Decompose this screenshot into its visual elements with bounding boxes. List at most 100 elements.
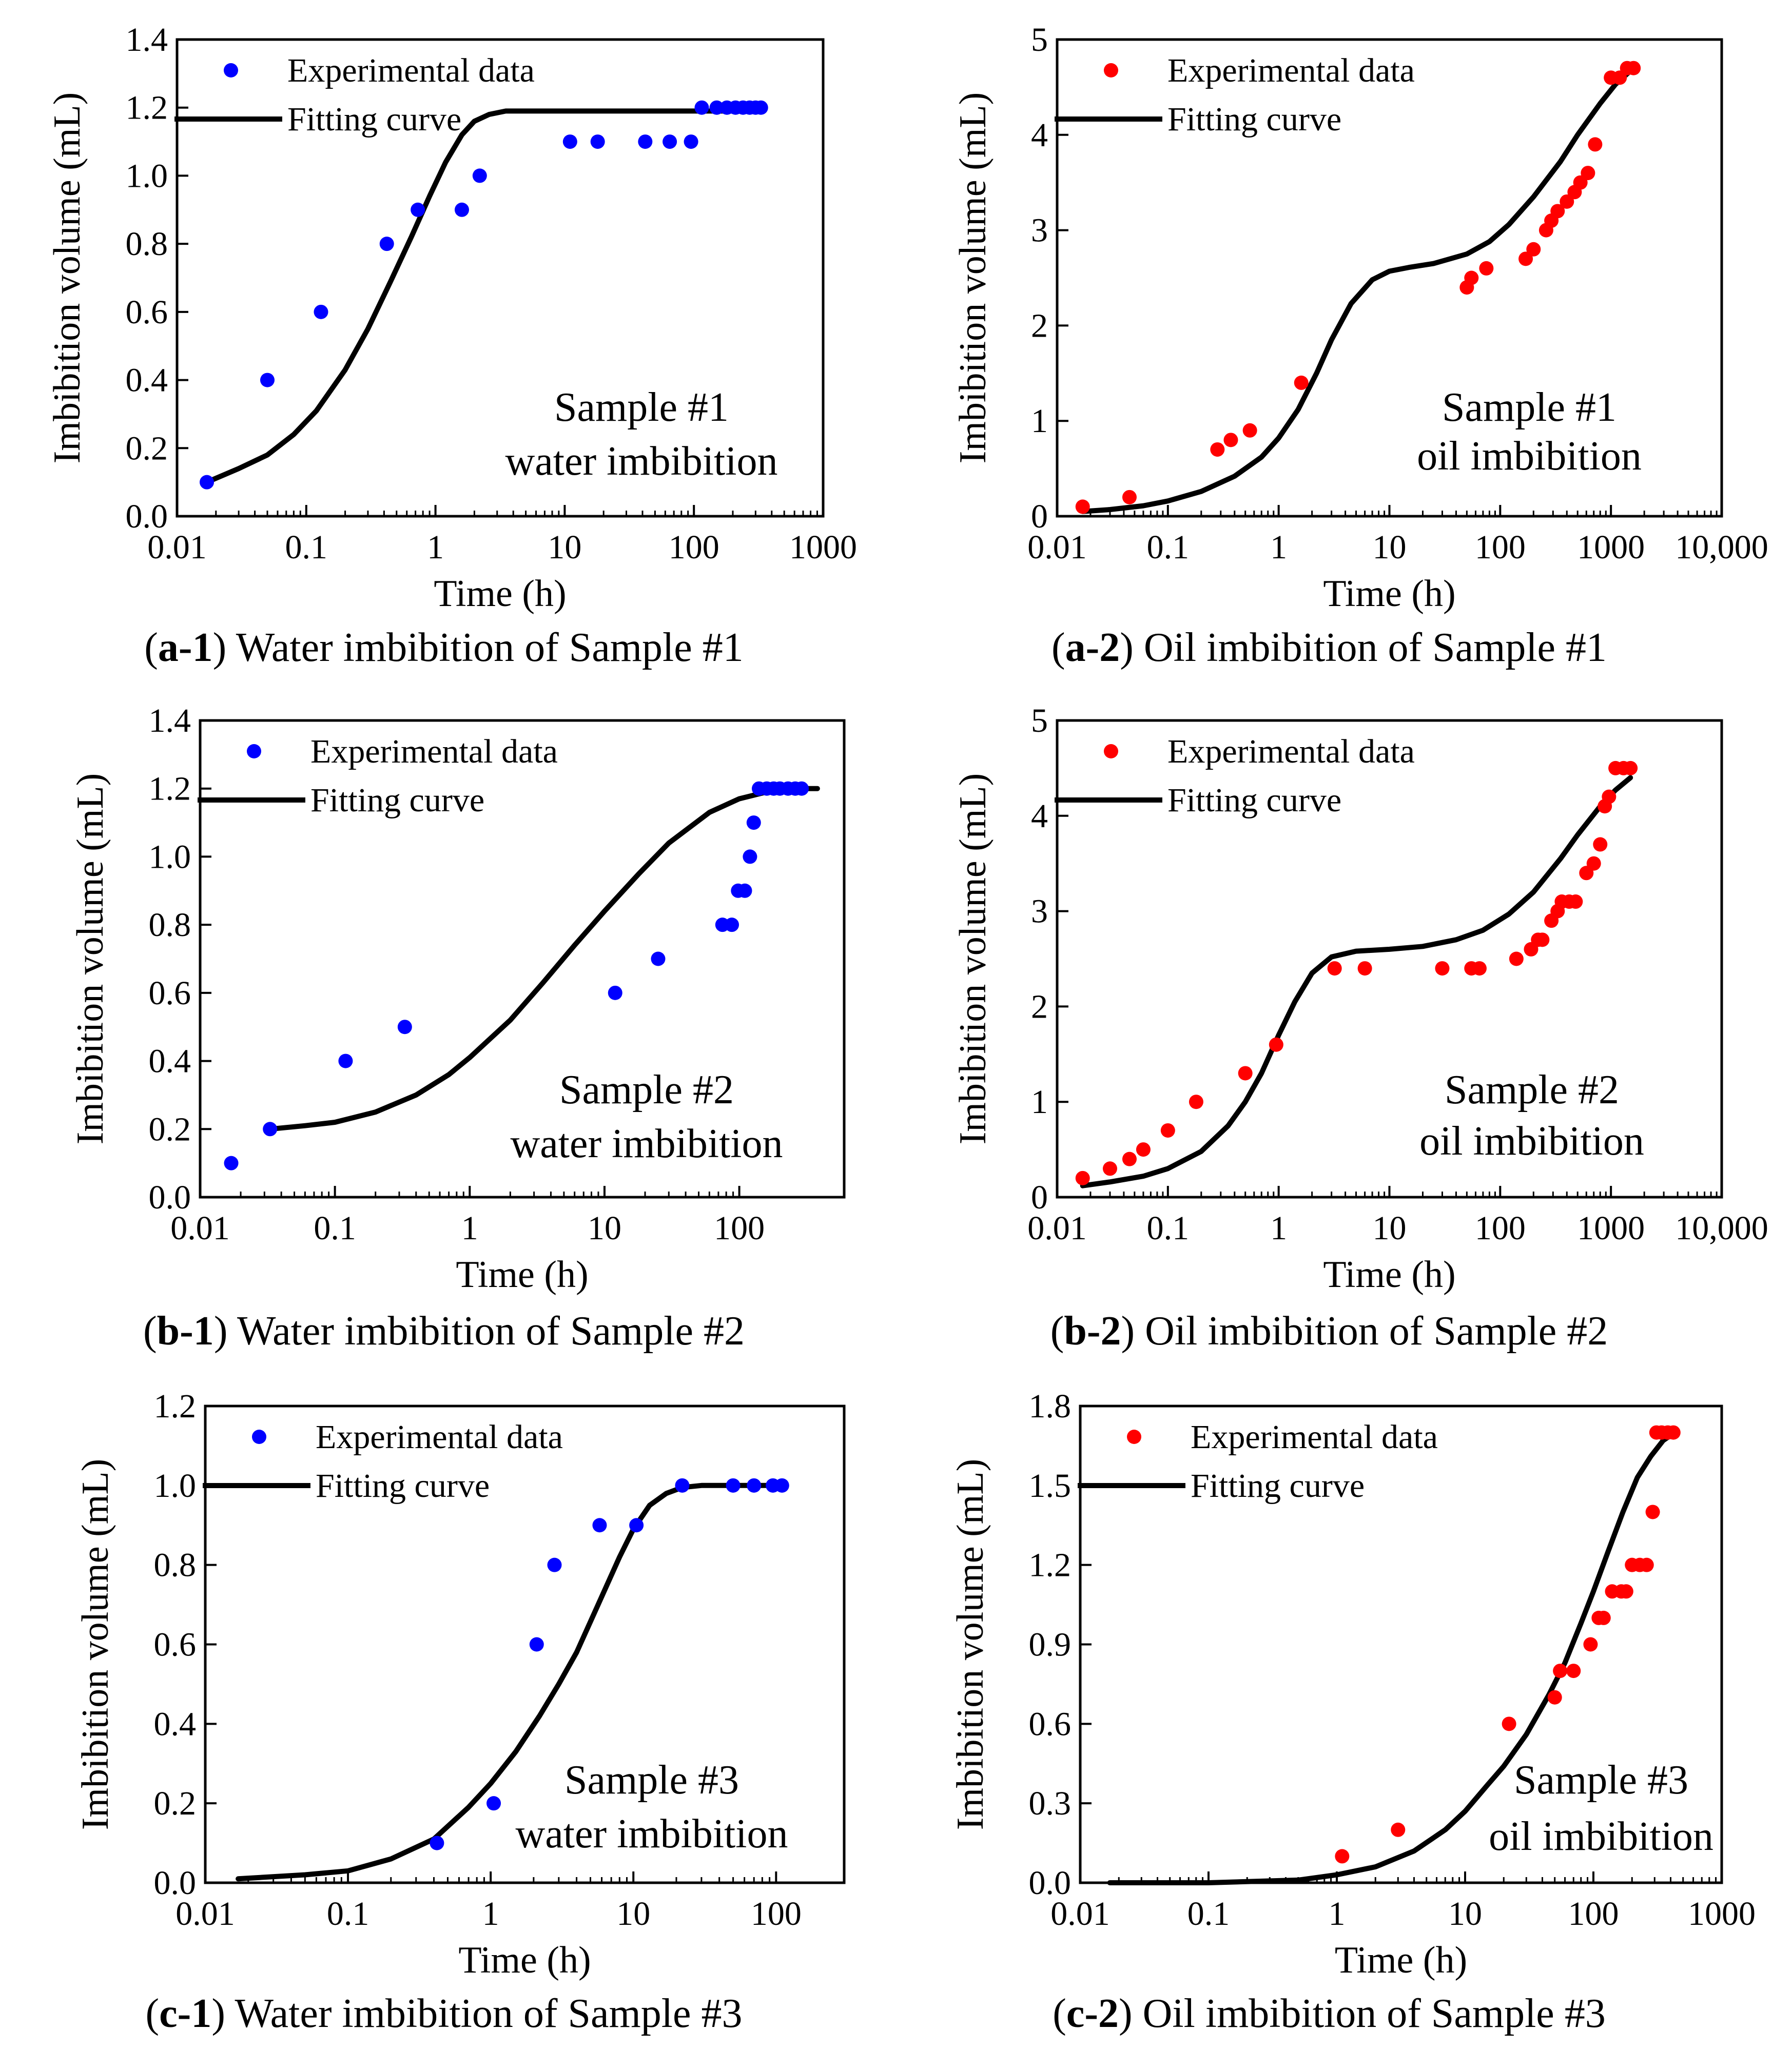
data-point [1223,433,1238,447]
x-tick-label: 1000 [789,529,857,566]
legend-label-experimental: Experimental data [316,1418,563,1456]
y-tick-label: 1.2 [126,89,168,127]
plot-frame [1079,1404,1723,1884]
data-point [1479,261,1494,276]
x-tick-label: 1 [427,529,444,566]
y-tick-label: 1.0 [126,157,168,194]
sample-label: Sample #2 [1445,1067,1619,1113]
caption-text: ) Water imbibition of Sample #1 [213,625,744,670]
legend-marker-points [1104,744,1118,758]
data-point [709,100,724,115]
data-point [379,237,394,251]
data-point [1122,1152,1137,1166]
x-tick-label: 10,000 [1675,1209,1768,1247]
data-point [1136,1142,1151,1157]
data-point [1391,1822,1406,1837]
data-point [592,1518,607,1533]
chart-b1: 0.01 0.1 1 10 100 0.0 0.2 0.4 0.6 0.8 1.0 1.2 1.4 Tim… [69,702,846,1354]
data-point [1623,760,1638,775]
fitting-curve [1080,775,1633,1188]
data-point [1242,423,1257,438]
data-point [1583,1637,1598,1652]
legend: Experimental data Fitting curve [1055,52,1415,138]
x-axis-title: Time (h) [434,573,566,615]
data-point [1122,490,1137,504]
x-tick-label: 0.1 [285,529,328,566]
y-tick-label: 1.8 [1029,1388,1072,1425]
caption-open: ( [146,1991,160,2036]
fitting-curve [1107,1430,1678,1885]
sample-label: Sample #3 [564,1758,739,1803]
fitting-curve [267,786,820,1132]
y-tick-label: 1 [1031,1083,1048,1121]
caption-id: c-2 [1066,1991,1119,2036]
data-point [1566,1664,1581,1679]
data-point [1189,1095,1203,1109]
plot-frame [176,38,825,518]
data-point [1626,61,1641,75]
chart-caption: (a-1) Water imbibition of Sample #1 [144,625,743,670]
y-axis-title: Imbibition volume (mL) [46,92,88,463]
data-point [1238,1066,1253,1081]
data-point [651,951,666,966]
caption-open: ( [143,1309,157,1354]
y-axis-title: Imbibition volume (mL) [949,1459,991,1830]
caption-id: b-2 [1064,1309,1121,1354]
legend-label-experimental: Experimental data [1167,733,1415,770]
data-point [1547,1690,1562,1705]
y-axis-title: Imbibition volume (mL) [69,773,111,1144]
legend-label-fitting: Fitting curve [1167,101,1341,138]
sample-label: Sample #2 [559,1067,734,1113]
y-tick-label: 3 [1031,212,1048,249]
chart-caption: (a-2) Oil imbibition of Sample #1 [1051,625,1607,670]
y-axis: 0.0 0.3 0.6 0.9 1.2 1.5 1.8 [1029,1388,1092,1902]
data-point [794,781,809,796]
chart-b2: 0.01 0.1 1 10 100 1000 10,000 0 1 2 3 4 5 Time (h) Imb… [952,702,1768,1354]
y-tick-label: 0.8 [149,906,191,944]
legend-label-experimental: Experimental data [287,52,535,89]
data-point [1294,375,1309,390]
chart-c1: 0.01 0.1 1 10 100 0.0 0.2 0.4 0.6 0.8 1.0 1.2 Time (… [74,1388,846,2036]
y-tick-label: 1.4 [149,702,191,739]
y-tick-label: 0 [1031,1179,1048,1216]
legend: Experimental data Fitting curve [1078,1418,1438,1505]
y-tick-label: 0.8 [126,225,168,263]
plot-frame [199,719,846,1199]
data-point [1619,1584,1633,1599]
y-tick-label: 1.2 [149,770,191,808]
x-axis: 0.01 0.1 1 10 100 [170,1186,765,1247]
x-tick-label: 10 [1448,1895,1482,1933]
y-tick-label: 0.0 [1029,1864,1072,1902]
data-point [1075,1170,1090,1185]
chart-a2: 0.01 0.1 1 10 100 1000 10,000 0 1 2 3 4 5 Time (h) Imb… [952,21,1768,670]
legend-label-experimental: Experimental data [1191,1418,1438,1456]
y-tick-label: 1 [1031,402,1048,440]
x-tick-label: 1000 [1577,1209,1645,1247]
data-point [1502,1716,1516,1731]
fitting-curve [204,108,764,485]
y-tick-label: 0.8 [154,1547,197,1584]
data-point [1472,961,1487,976]
imbibition-type-label: oil imbibition [1419,1119,1644,1164]
caption-open: ( [144,625,158,670]
data-point [529,1637,544,1652]
data-point [1535,932,1550,947]
legend: Experimental data Fitting curve [1055,733,1415,819]
data-point [397,1020,412,1035]
x-tick-label: 1 [1270,529,1287,566]
chart-caption: (b-2) Oil imbibition of Sample #2 [1050,1309,1608,1354]
y-axis-title: Imbibition volume (mL) [952,92,994,463]
sample-label: Sample #1 [554,385,729,430]
data-point [562,134,577,149]
x-tick-label: 0.01 [170,1209,230,1247]
legend-marker-points [1104,63,1118,77]
x-tick-label: 0.1 [1147,1209,1190,1247]
fitting-curve [236,1482,785,1882]
data-point [1526,242,1541,257]
y-tick-label: 1.2 [1029,1547,1072,1584]
x-tick-label: 1 [1270,1209,1287,1247]
data-point [1327,961,1342,976]
data-point [224,1156,239,1170]
x-axis-title: Time (h) [1323,1254,1455,1296]
experimental-points [1075,61,1641,514]
